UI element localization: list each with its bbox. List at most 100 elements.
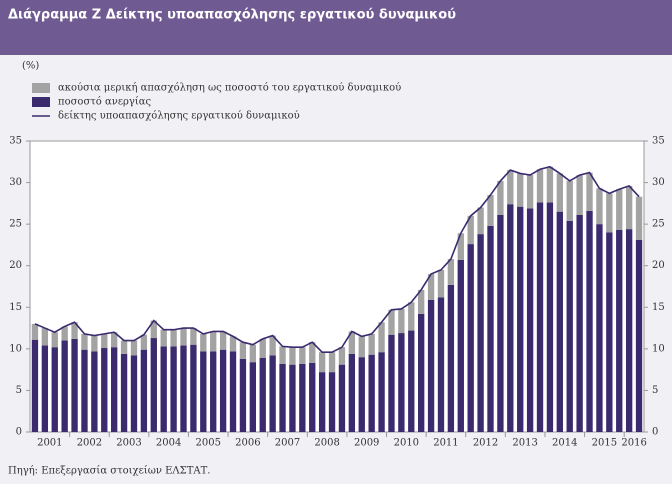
bar [309, 342, 316, 363]
bar [586, 172, 593, 211]
bar [418, 289, 425, 314]
bar [338, 364, 346, 432]
y2-tick-label: 25 [652, 219, 665, 230]
bar [180, 345, 187, 432]
bar [81, 349, 88, 432]
chart-title: Διάγραμμα Ζ Δείκτης υποαπασχόλησης εργατ… [8, 8, 456, 23]
legend-swatch [32, 97, 50, 107]
bar [418, 313, 425, 432]
bar [566, 220, 573, 432]
x-tick-label: 2001 [37, 438, 62, 449]
bar [210, 351, 217, 432]
bar [338, 347, 346, 365]
bar [269, 355, 276, 432]
bar [556, 211, 563, 432]
bar [517, 206, 524, 432]
y-tick-label: 20 [9, 260, 22, 271]
bar [140, 349, 148, 432]
bar [130, 355, 138, 432]
bar [398, 333, 405, 432]
bar [477, 234, 484, 432]
bar [41, 345, 49, 432]
bar [180, 328, 187, 346]
bar [378, 352, 385, 432]
bar [130, 340, 138, 356]
bar [61, 340, 68, 432]
x-tick-label: 2016 [621, 438, 646, 449]
x-tick-label: 2009 [354, 438, 379, 449]
bar [120, 353, 128, 432]
bar [546, 202, 554, 432]
unit-label: (%) [22, 61, 39, 72]
bar [546, 166, 554, 203]
bar [120, 340, 128, 354]
bar [616, 229, 623, 432]
bar [348, 331, 356, 354]
bar [150, 338, 157, 432]
bar [111, 347, 118, 432]
legend-label: δείκτης υποαπασχόλησης εργατικού δυναμικ… [58, 111, 300, 122]
bar [111, 332, 118, 348]
y-tick-label: 10 [9, 343, 22, 354]
bar [150, 320, 157, 339]
x-tick-label: 2004 [156, 438, 181, 449]
bar [457, 233, 464, 260]
bar [606, 232, 613, 432]
bar [229, 351, 237, 432]
bar [259, 358, 266, 432]
bar [358, 336, 365, 358]
bar [536, 169, 544, 203]
bar [487, 195, 494, 226]
x-tick-label: 2010 [394, 438, 419, 449]
x-tick-label: 2015 [592, 438, 617, 449]
header-band [0, 0, 672, 55]
bar [31, 323, 39, 340]
bar [101, 333, 108, 349]
bar [239, 358, 247, 432]
bar [91, 351, 98, 432]
bar [467, 244, 474, 432]
y-tick-label: 0 [16, 427, 22, 438]
bar [477, 207, 484, 235]
bar [160, 329, 167, 347]
legend-swatch [32, 83, 50, 93]
bar [586, 210, 593, 432]
legend-label: ακούσια μερική απασχόληση ως ποσοστό του… [58, 83, 401, 94]
bar [635, 196, 643, 240]
bar [61, 326, 68, 341]
bar [526, 175, 534, 209]
bar [91, 335, 98, 352]
y2-tick-label: 15 [652, 302, 665, 313]
bar [71, 322, 78, 339]
bar [200, 351, 207, 432]
bar [576, 175, 583, 215]
bar [566, 180, 573, 221]
y2-tick-label: 35 [652, 136, 665, 147]
x-tick-label: 2005 [196, 438, 221, 449]
bar [497, 214, 504, 432]
bar [625, 229, 633, 432]
bar [507, 204, 514, 432]
bar [576, 214, 583, 432]
x-tick-label: 2002 [77, 438, 102, 449]
bar [536, 202, 544, 432]
y2-tick-label: 10 [652, 343, 665, 354]
bar [170, 346, 177, 432]
bar [200, 333, 207, 352]
bar [467, 215, 474, 245]
bar [140, 334, 148, 350]
y2-tick-label: 5 [652, 385, 658, 396]
bar [378, 322, 385, 353]
bar [358, 357, 365, 432]
bar [289, 364, 296, 432]
bar [447, 284, 455, 432]
bar [447, 259, 455, 285]
bar [596, 188, 603, 225]
bar [517, 173, 524, 207]
bar [625, 185, 633, 230]
bar [348, 353, 356, 432]
bar [229, 336, 237, 352]
y-tick-label: 35 [9, 136, 22, 147]
bar [606, 193, 613, 233]
x-tick-label: 2011 [433, 438, 458, 449]
